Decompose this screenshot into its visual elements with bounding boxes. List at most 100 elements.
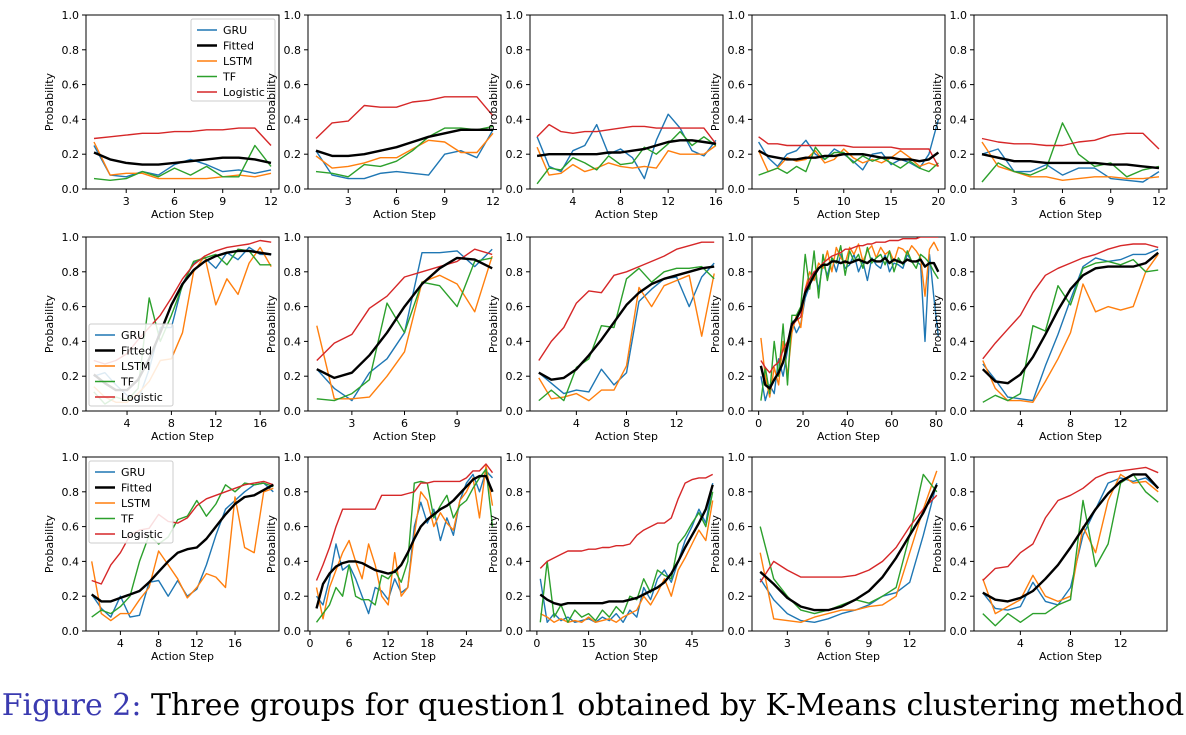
series-line-tf — [315, 125, 494, 178]
y-axis-label: Probability — [43, 514, 56, 573]
y-tick-label: 0.6 — [62, 521, 80, 534]
x-axis-label: Action Step — [373, 650, 436, 663]
series-line-lstm — [539, 500, 714, 623]
y-axis-label: Probability — [709, 514, 722, 573]
y-tick-label: 0.8 — [506, 44, 524, 57]
y-tick-label: 0.4 — [950, 113, 968, 126]
x-tick-label: 8 — [617, 195, 624, 208]
series-line-lstm — [93, 141, 272, 180]
y-tick-label: 0.0 — [728, 183, 746, 196]
y-tick-label: 0.2 — [506, 148, 524, 161]
x-tick-label: 12 — [264, 195, 278, 208]
y-axis-label: Probability — [709, 294, 722, 353]
y-tick-label: 1.0 — [62, 451, 80, 464]
y-tick-label: 0.2 — [284, 148, 302, 161]
subplot-8: 0.0 0.2 0.4 0.6 0.8 1.0 4 8 12 Action Step Probabi… — [487, 231, 724, 443]
y-tick-label: 0.4 — [728, 555, 746, 568]
x-tick-label: 4 — [573, 417, 580, 430]
y-tick-label: 0.4 — [62, 555, 80, 568]
x-tick-label: 24 — [459, 637, 473, 650]
subplot-11: 0.0 0.2 0.4 0.6 0.8 1.0 4 8 12 16 Action Step Proba… — [43, 451, 280, 663]
subplot-3: 0.0 0.2 0.4 0.6 0.8 1.0 4 8 12 16 Action Step Proba… — [487, 9, 724, 221]
series-line-fitted — [90, 483, 274, 603]
y-axis-label: Probability — [487, 294, 500, 353]
series-line-tf — [760, 244, 939, 401]
y-tick-label: 0.4 — [62, 113, 80, 126]
series-line-fitted — [315, 474, 494, 609]
y-tick-label: 0.2 — [728, 370, 746, 383]
x-tick-label: 45 — [685, 637, 699, 650]
y-tick-label: 0.8 — [506, 486, 524, 499]
plot-frame — [529, 236, 724, 412]
y-tick-label: 0.8 — [62, 486, 80, 499]
legend-label: GRU — [121, 329, 145, 342]
subplot-15: 0.0 0.2 0.4 0.6 0.8 1.0 4 8 12 Action Step Probabi… — [931, 451, 1168, 663]
y-tick-label: 0.6 — [950, 301, 968, 314]
series-line-lstm — [315, 465, 494, 620]
x-tick-label: 12 — [1114, 417, 1128, 430]
series-line-lstm — [982, 253, 1159, 403]
y-tick-label: 0.2 — [506, 590, 524, 603]
series-line-fitted — [759, 256, 940, 390]
series-line-logistic — [315, 463, 494, 581]
x-tick-label: 6 — [1059, 195, 1066, 208]
series-line-lstm — [759, 470, 938, 623]
subplot-7: 0.0 0.2 0.4 0.6 0.8 1.0 3 6 9 Action Step Probabil… — [265, 231, 502, 443]
y-tick-label: 0.2 — [950, 370, 968, 383]
legend-label: Fitted — [121, 345, 152, 358]
x-axis-label: Action Step — [595, 208, 658, 221]
legend-label: LSTM — [223, 55, 252, 68]
series-line-logistic — [91, 480, 274, 585]
x-tick-label: 9 — [1107, 195, 1114, 208]
legend-label: TF — [120, 376, 134, 389]
series-line-tf — [758, 146, 939, 176]
x-tick-label: 18 — [420, 637, 434, 650]
x-axis-label: Action Step — [1039, 208, 1102, 221]
y-tick-label: 0.4 — [284, 113, 302, 126]
x-axis-label: Action Step — [817, 430, 880, 443]
x-tick-label: 8 — [155, 637, 162, 650]
x-tick-label: 12 — [670, 417, 684, 430]
x-tick-label: 12 — [661, 195, 675, 208]
x-tick-label: 10 — [837, 195, 851, 208]
y-tick-label: 0.8 — [284, 44, 302, 57]
y-tick-label: 0.8 — [950, 44, 968, 57]
y-axis-label: Probability — [487, 72, 500, 131]
x-tick-label: 4 — [569, 195, 576, 208]
y-tick-label: 0.4 — [62, 335, 80, 348]
plot-frame — [529, 456, 724, 632]
y-tick-label: 1.0 — [728, 9, 746, 22]
series-line-lstm — [315, 132, 494, 169]
subplot-13: 0.0 0.2 0.4 0.6 0.8 1.0 0 15 30 45 Action Step Prob… — [487, 451, 724, 663]
legend: GRU Fitted LSTM TF Logistic — [88, 323, 174, 407]
series-line-tf — [981, 122, 1160, 183]
y-axis-label: Probability — [265, 514, 278, 573]
y-tick-label: 0.0 — [284, 183, 302, 196]
y-tick-label: 1.0 — [284, 231, 302, 244]
y-tick-label: 0.6 — [728, 79, 746, 92]
subplot-5: 0.0 0.2 0.4 0.6 0.8 1.0 3 6 9 12 Action Step Probab… — [931, 9, 1168, 221]
legend-label: Logistic — [121, 391, 163, 404]
y-tick-label: 0.2 — [950, 148, 968, 161]
x-tick-label: 80 — [929, 417, 943, 430]
series-line-gru — [539, 482, 714, 623]
y-tick-label: 0.2 — [950, 590, 968, 603]
subplot-1: 0.0 0.2 0.4 0.6 0.8 1.0 3 6 9 12 Action Step Probab… — [43, 9, 280, 221]
x-axis-label: Action Step — [373, 208, 436, 221]
y-tick-label: 1.0 — [506, 231, 524, 244]
legend-label: Logistic — [121, 528, 163, 541]
series-line-fitted — [93, 151, 272, 166]
y-tick-label: 1.0 — [950, 451, 968, 464]
y-tick-label: 0.8 — [62, 44, 80, 57]
plot-frame — [529, 14, 724, 190]
y-tick-label: 0.8 — [506, 266, 524, 279]
y-tick-label: 0.6 — [506, 301, 524, 314]
caption-text: Three groups for question1 obtained by K… — [151, 688, 1185, 723]
y-tick-label: 0.0 — [950, 625, 968, 638]
y-axis-label: Probability — [931, 514, 944, 573]
x-tick-label: 12 — [903, 637, 917, 650]
x-tick-label: 12 — [486, 195, 500, 208]
y-axis-label: Probability — [931, 294, 944, 353]
subplot-12: 0.0 0.2 0.4 0.6 0.8 1.0 0 6 12 18 24 Action Step Pro… — [265, 451, 502, 663]
